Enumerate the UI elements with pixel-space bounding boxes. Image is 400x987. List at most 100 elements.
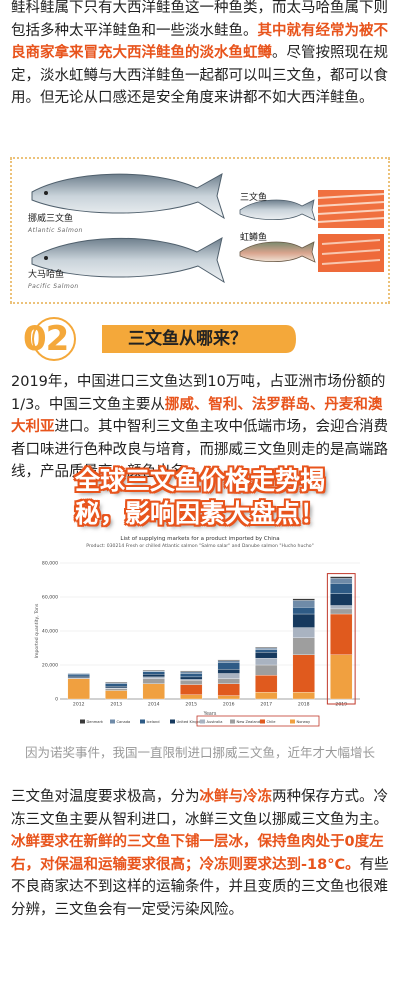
chart-bar-segment [67, 675, 90, 678]
chart-bar-segment [142, 678, 165, 684]
fish-box-top-border [10, 157, 390, 159]
chart-bar-segment [255, 675, 278, 693]
chart-legend-swatch [200, 719, 205, 724]
pacific-salmon-label: 大马哈鱼 Pacific Salmon [28, 270, 79, 290]
chart-bar-segment [330, 593, 353, 606]
salmon-label: 三文鱼 [240, 193, 268, 203]
chart-bar-segment [180, 684, 203, 695]
chart-bar-segment [217, 660, 240, 663]
chart-y-tick: 0 [55, 697, 58, 703]
chart-bar-segment [217, 683, 240, 696]
chart-bar-segment [142, 671, 165, 675]
chart-legend-swatch [170, 719, 175, 724]
chart-bar-segment [292, 598, 315, 601]
import-chart-svg: List of supplying markets for a product … [34, 536, 360, 727]
chart-y-tick: 60,000 [42, 595, 58, 601]
chart-bar-segment [255, 652, 278, 659]
chart-legend-label: Chile [267, 720, 277, 724]
import-chart: List of supplying markets for a product … [32, 533, 368, 733]
chart-legend-label: Australia [207, 720, 223, 724]
chart-bar-segment [292, 692, 315, 700]
chart-highlight-box [326, 573, 356, 705]
chart-bar-segment [330, 578, 353, 584]
chart-bar-segment [105, 681, 128, 683]
chart-bar-segment [67, 674, 90, 677]
salmon-fillet-image [317, 190, 385, 228]
chart-x-tick: 2014 [148, 702, 160, 708]
chart-legend-label: Norway [297, 720, 312, 724]
section-header: 02 三文鱼从哪来？ [6, 317, 394, 361]
chart-bar-segment [330, 605, 353, 610]
chart-bar-segment [292, 613, 315, 628]
chart-legend-highlight [196, 715, 320, 727]
chart-bar-segment [255, 647, 278, 650]
chart-bar-segment [292, 607, 315, 615]
chart-bar-segment [255, 664, 278, 676]
chart-bar-segment [217, 673, 240, 679]
chart-subtitle: Product: 030214 Fresh or chilled Atlanti… [86, 543, 313, 549]
chart-bar-segment [255, 647, 278, 649]
pacific-salmon-fish [31, 237, 225, 284]
chart-x-tick: 2018 [298, 702, 310, 708]
chart-bar-segment [105, 688, 128, 691]
chart-bar-segment [292, 627, 315, 638]
chart-x-tick: 2019 [335, 702, 347, 708]
chart-bar-segment [142, 669, 165, 672]
chart-bar-segment [67, 673, 90, 675]
fish-illustration [31, 173, 385, 284]
trout-small-fish [239, 241, 316, 263]
chart-bar-segment [217, 662, 240, 670]
chart-legend-label: Denmark [87, 720, 104, 724]
chart-legend-label: United Kingdom [177, 720, 206, 724]
chart-legend-swatch [260, 719, 265, 724]
chart-legend-swatch [290, 719, 295, 724]
chart-bar-segment [180, 680, 203, 685]
chart-bar-segment [105, 683, 128, 687]
chart-y-label: Imported quantity, Tons [34, 603, 40, 658]
salmon-small-fish [239, 199, 316, 221]
import-paragraph: 2019年，中国进口三文鱼达到10万吨，占亚洲市场份额的1/3。中国三文鱼主要从… [11, 374, 388, 481]
chart-x-tick: 2016 [223, 702, 235, 708]
overlay-headline: 全球三文鱼价格走势揭 秘，影响因素大盘点！ [74, 466, 325, 528]
chart-bar-segment [105, 690, 128, 700]
chart-y-tick: 40,000 [42, 629, 58, 635]
chart-bar-segment [180, 673, 203, 678]
chart-x-label: Years [203, 711, 217, 717]
trout-label: 虹鳟鱼 [240, 233, 268, 243]
chart-legend-label: Canada [117, 720, 131, 724]
atlantic-salmon-fish [31, 173, 225, 220]
chart-bar-segment [330, 608, 353, 615]
chart-y-tick: 80,000 [42, 561, 58, 567]
chart-caption: 因为诺奖事件，我国一直限制进口挪威三文鱼，近年才大幅增长 [24, 745, 375, 760]
chart-title: List of supplying markets for a product … [120, 536, 279, 542]
chart-bar-segment [255, 649, 278, 653]
chart-legend-swatch [110, 719, 115, 724]
chart-bar-segment [180, 671, 203, 674]
chart-bar-segment [67, 678, 90, 700]
chart-bar-segment [105, 686, 128, 689]
chart-bar-segment [292, 637, 315, 655]
section-number: 02 [23, 319, 69, 359]
trout-fillet-image [318, 234, 384, 272]
chart-bar-segment [217, 669, 240, 674]
section-title: 三文鱼从哪来？ [128, 329, 247, 349]
chart-bar-segment [142, 683, 165, 700]
chart-bar-segment [217, 659, 240, 661]
chart-x-tick: 2015 [185, 702, 197, 708]
chart-bar-segment [180, 694, 203, 700]
chart-bar-segment [330, 654, 353, 700]
chart-y-tick: 20,000 [42, 663, 58, 669]
chart-legend-swatch [230, 719, 235, 724]
chart-bar-segment [292, 600, 315, 608]
chart-bar-segment [217, 678, 240, 684]
intro-paragraph: 鲑科鲑属下只有大西洋鲑鱼这一种鱼类，而太马哈鱼属下则包括多种太平洋鲑鱼和一些淡水… [11, 0, 388, 107]
chart-bar-segment [217, 695, 240, 700]
chart-legend-label: Iceland [147, 720, 160, 724]
chart-legend-swatch [80, 719, 85, 724]
chart-legend-label: New Zealand [237, 720, 261, 724]
chart-x-tick: 2013 [110, 702, 122, 708]
chart-bar-segment [142, 674, 165, 678]
chart-x-tick: 2017 [260, 702, 272, 708]
chart-x-tick: 2012 [73, 702, 85, 708]
chart-bar-segment [330, 613, 353, 655]
